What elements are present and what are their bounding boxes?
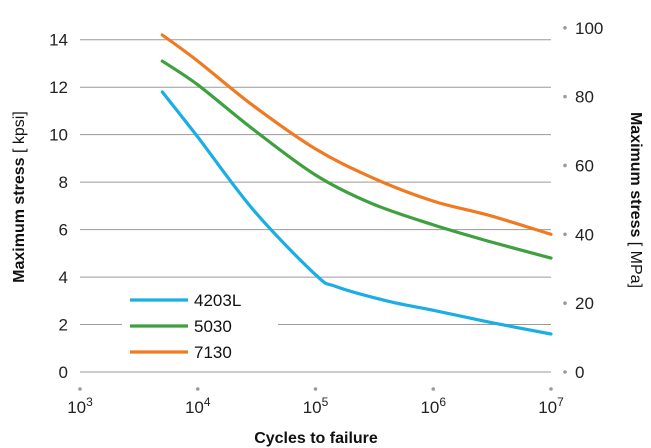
x-tick-label-0: 103 xyxy=(67,395,93,417)
y-axis-left-ticks: 0 2 4 6 8 10 12 14 xyxy=(49,31,68,382)
y-axis-right-ticks: 0 20 40 60 80 100 xyxy=(563,19,603,382)
x-tick-dot-3 xyxy=(431,387,436,391)
y-right-tick-label-60: 60 xyxy=(575,156,594,175)
y-axis-left-title: Maximum stress [ kpsi] xyxy=(11,111,28,283)
x-tick-dot-0 xyxy=(78,387,82,391)
y-right-tick-label-100: 100 xyxy=(575,19,603,38)
series-line-5030 xyxy=(160,59,553,260)
y-right-tick-label-20: 20 xyxy=(575,294,594,313)
y-right-tick-dot-20 xyxy=(563,301,567,305)
y-axis-left-title-unit: [ kpsi] xyxy=(11,111,28,157)
x-tick-dot-1 xyxy=(195,387,200,391)
legend-label-7130: 7130 xyxy=(194,343,232,362)
y-axis-right-title: Maximum stress [ MPa] xyxy=(627,112,644,288)
x-tick-label-exp-0: 3 xyxy=(86,395,93,409)
y-right-tick-dot-0 xyxy=(563,370,567,374)
series-line-7130 xyxy=(160,33,553,236)
x-tick-label-4: 107 xyxy=(538,395,564,417)
x-tick-label-exp-3: 6 xyxy=(439,395,446,409)
y-left-tick-label-8: 8 xyxy=(59,173,68,192)
y-right-tick-dot-100 xyxy=(563,25,567,30)
y-left-tick-label-10: 10 xyxy=(49,126,68,145)
legend-label-5030: 5030 xyxy=(194,317,232,336)
y-axis-left-title-main: Maximum stress xyxy=(11,157,28,282)
y-left-tick-label-0: 0 xyxy=(59,363,68,382)
x-tick-dot-2 xyxy=(313,387,318,391)
x-tick-label-base-2: 10 xyxy=(303,398,322,417)
y-right-tick-dot-60 xyxy=(563,163,567,168)
x-tick-label-base-0: 10 xyxy=(67,398,86,417)
x-tick-dot-4 xyxy=(549,387,553,391)
series-lines xyxy=(160,33,553,336)
series-line-4203L xyxy=(160,90,553,336)
y-left-tick-label-2: 2 xyxy=(59,316,68,335)
y-left-tick-label-14: 14 xyxy=(49,31,68,50)
y-right-tick-dot-40 xyxy=(563,232,567,237)
y-right-tick-dot-80 xyxy=(563,94,567,99)
x-tick-label-base-4: 10 xyxy=(538,398,557,417)
x-axis-title: Cycles to failure xyxy=(254,430,378,447)
y-axis-right-title-main: Maximum stress xyxy=(627,112,644,237)
x-tick-label-exp-2: 5 xyxy=(322,395,329,409)
x-axis-ticks: 103 104 105 106 107 xyxy=(67,387,564,417)
y-left-tick-label-6: 6 xyxy=(59,221,68,240)
y-right-tick-label-40: 40 xyxy=(575,225,594,244)
y-right-tick-label-80: 80 xyxy=(575,88,594,107)
legend: 4203L 5030 7130 xyxy=(122,286,278,366)
x-tick-label-exp-1: 4 xyxy=(204,395,211,409)
x-tick-label-3: 106 xyxy=(420,395,446,417)
y-left-tick-label-12: 12 xyxy=(49,78,68,97)
legend-label-4203L: 4203L xyxy=(194,291,241,310)
y-right-tick-label-0: 0 xyxy=(575,363,584,382)
x-tick-label-base-1: 10 xyxy=(185,398,204,417)
x-tick-label-2: 105 xyxy=(303,395,329,417)
y-left-tick-label-4: 4 xyxy=(59,268,68,287)
y-axis-right-title-unit: [ MPa] xyxy=(627,237,644,288)
x-tick-label-1: 104 xyxy=(185,395,211,417)
x-tick-label-base-3: 10 xyxy=(420,398,439,417)
x-tick-label-exp-4: 7 xyxy=(557,395,564,409)
